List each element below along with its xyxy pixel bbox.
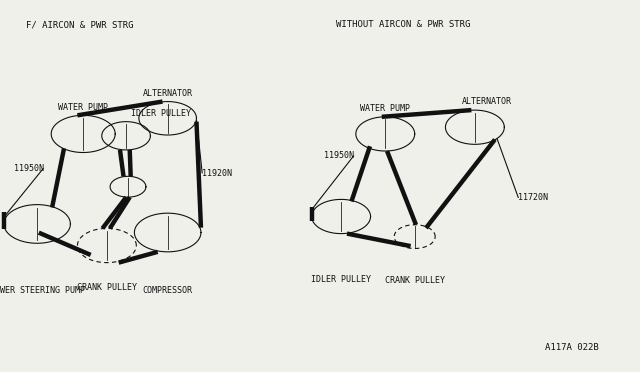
Text: A117A 022B: A117A 022B [545, 343, 598, 352]
Text: CRANK PULLEY: CRANK PULLEY [385, 276, 445, 285]
Text: 11950N: 11950N [14, 164, 44, 173]
Text: CRANK PULLEY: CRANK PULLEY [77, 283, 137, 292]
Text: IDLER PULLEY: IDLER PULLEY [311, 275, 371, 284]
Text: COMPRESSOR: COMPRESSOR [143, 286, 193, 295]
Text: WITHOUT AIRCON & PWR STRG: WITHOUT AIRCON & PWR STRG [336, 20, 470, 29]
Text: POWER STEERING PUMP: POWER STEERING PUMP [0, 286, 84, 295]
Text: WATER PUMP: WATER PUMP [360, 104, 410, 113]
Text: 11920N: 11920N [202, 169, 232, 178]
Text: WATER PUMP: WATER PUMP [58, 103, 108, 112]
Text: ALTERNATOR: ALTERNATOR [461, 97, 511, 106]
Text: F/ AIRCON & PWR STRG: F/ AIRCON & PWR STRG [26, 20, 133, 29]
Text: 11950N: 11950N [324, 151, 355, 160]
Text: ALTERNATOR: ALTERNATOR [143, 89, 193, 98]
Text: 11720N: 11720N [518, 193, 548, 202]
Text: IDLER PULLEY: IDLER PULLEY [131, 109, 191, 118]
